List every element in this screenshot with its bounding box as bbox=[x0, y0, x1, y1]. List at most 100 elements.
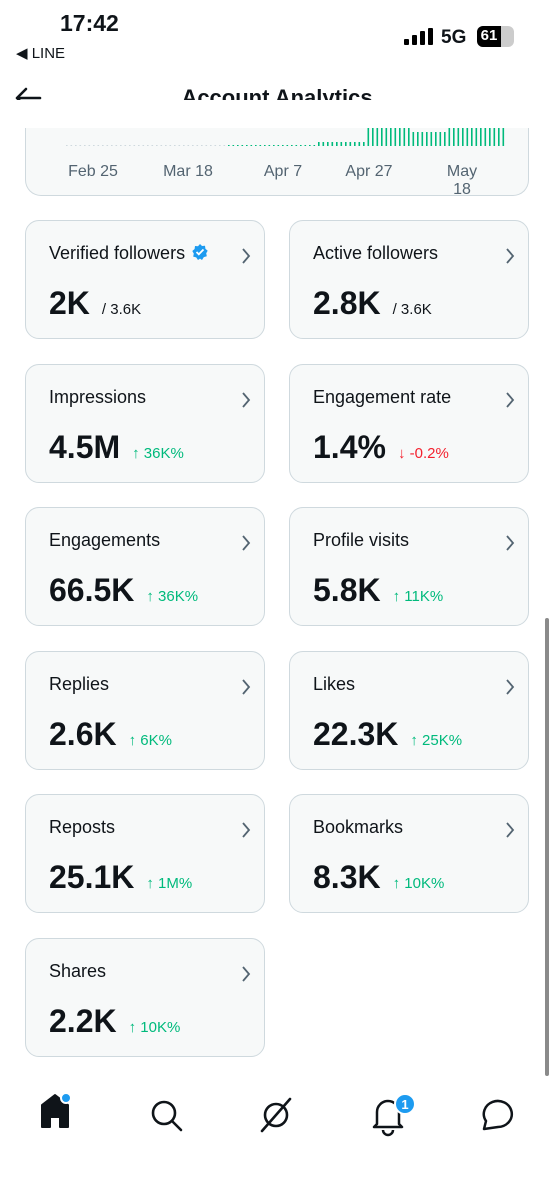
chart-bar bbox=[219, 145, 221, 146]
x-axis-label: Apr 27 bbox=[345, 163, 393, 180]
metric-card[interactable]: Reposts 25.1K ↑ 1M% bbox=[25, 794, 265, 914]
metric-value: 2.8K bbox=[313, 285, 381, 321]
chevron bbox=[242, 392, 251, 408]
metric-value: 2.2K bbox=[49, 1003, 117, 1039]
chart-bar bbox=[493, 128, 496, 146]
chart-bar bbox=[223, 145, 226, 146]
chart-bar bbox=[264, 145, 266, 146]
signal-icon bbox=[404, 28, 433, 45]
card-title: Replies bbox=[49, 673, 110, 694]
badge-check bbox=[195, 248, 205, 256]
chart-bar bbox=[97, 145, 100, 146]
bottom-nav: 1 bbox=[41, 1092, 514, 1137]
chart-bar bbox=[214, 145, 217, 146]
search-tab[interactable] bbox=[151, 1100, 183, 1132]
metric-total: / 3.6K bbox=[392, 301, 432, 318]
card-title: Impressions bbox=[49, 386, 147, 407]
card-value: 4.5M ↑ 36K% bbox=[49, 429, 184, 466]
chart-bar bbox=[282, 145, 284, 146]
chevron bbox=[242, 822, 251, 838]
metric-value: 66.5K bbox=[49, 572, 135, 609]
chart-bar bbox=[403, 128, 406, 146]
chevron-path bbox=[242, 535, 251, 551]
back-to-app[interactable]: ◀ LINE bbox=[16, 45, 66, 62]
chart-bar bbox=[376, 128, 379, 146]
card-title: Bookmarks bbox=[313, 817, 404, 838]
chevron-path bbox=[506, 248, 515, 264]
chart-bar bbox=[106, 145, 109, 146]
chart-bar bbox=[471, 128, 473, 146]
chart-bar bbox=[475, 128, 478, 146]
chart-bar bbox=[259, 145, 262, 146]
chart-bar bbox=[349, 142, 352, 146]
chart-bar bbox=[430, 132, 433, 146]
metric-card[interactable]: Replies 2.6K ↑ 6K% bbox=[25, 650, 265, 770]
chevron-path bbox=[242, 392, 251, 408]
chart-bar bbox=[444, 132, 446, 146]
chart-bar bbox=[502, 128, 505, 146]
battery: 61 bbox=[477, 26, 514, 47]
chart-bar bbox=[187, 145, 190, 146]
chart-bar bbox=[165, 145, 167, 146]
metric-value: 22.3K bbox=[313, 715, 399, 752]
chart-bar bbox=[277, 145, 280, 146]
chart-bar bbox=[372, 128, 374, 146]
messages-tab[interactable] bbox=[482, 1099, 514, 1131]
metric-card[interactable]: Shares 2.2K ↑ 10K% bbox=[25, 938, 265, 1057]
card-title: Reposts bbox=[49, 817, 116, 838]
metric-change: ↓ -0.2% bbox=[397, 444, 449, 462]
chart-bar bbox=[178, 145, 181, 146]
chart-bar bbox=[255, 145, 257, 146]
chart-bar bbox=[453, 128, 455, 146]
card-value: 8.3K ↑ 10K% bbox=[313, 859, 444, 896]
metric-change: ↑ 10K% bbox=[128, 1019, 181, 1036]
chart-bars bbox=[66, 128, 505, 146]
card-value: 2.2K ↑ 10K% bbox=[49, 1003, 180, 1040]
card-title: Likes bbox=[313, 673, 356, 694]
chevron-path bbox=[506, 392, 515, 408]
scrollbar bbox=[545, 618, 549, 1076]
chart-bar bbox=[448, 128, 451, 146]
metric-card[interactable]: Engagement rate 1.4% ↓ -0.2% bbox=[289, 363, 529, 483]
chart-bar bbox=[417, 132, 419, 146]
chart-bar bbox=[93, 145, 95, 146]
metric-card[interactable]: Active followers 2.8K / 3.6K bbox=[289, 220, 529, 339]
chart-bar bbox=[345, 142, 347, 146]
notifications-tab[interactable] bbox=[372, 1093, 416, 1137]
chevron bbox=[242, 679, 251, 695]
chart-bar bbox=[309, 145, 311, 146]
chevron bbox=[506, 392, 515, 408]
chart-bar bbox=[498, 128, 500, 146]
chart-bar bbox=[129, 145, 131, 146]
metric-card[interactable]: Likes 22.3K ↑ 25K% bbox=[289, 650, 529, 770]
chart-bar bbox=[138, 145, 140, 146]
chart-bar bbox=[79, 145, 82, 146]
chevron bbox=[506, 248, 515, 264]
chevron bbox=[506, 822, 515, 838]
metric-change: ↑ 6K% bbox=[128, 731, 172, 749]
metric-card[interactable]: Profile visits 5.8K ↑ 11K% bbox=[289, 507, 529, 627]
grok-tab[interactable] bbox=[260, 1097, 292, 1133]
card-value: 66.5K ↑ 36K% bbox=[49, 572, 198, 609]
chart-bar bbox=[322, 142, 325, 146]
verified-badge bbox=[192, 244, 208, 260]
metric-card[interactable]: Bookmarks 8.3K ↑ 10K% bbox=[289, 794, 529, 914]
chart-bar bbox=[201, 145, 203, 146]
chart-bar bbox=[250, 145, 253, 146]
chevron-path bbox=[242, 679, 251, 695]
metric-value: 2K bbox=[49, 285, 90, 321]
chart-bar bbox=[358, 142, 361, 146]
chart-bar bbox=[381, 128, 383, 146]
chevron-path bbox=[242, 248, 251, 264]
metric-card[interactable]: Impressions 4.5M ↑ 36K% bbox=[25, 363, 265, 483]
card-value: 2.6K ↑ 6K% bbox=[49, 716, 172, 753]
metric-card[interactable]: Verified followers 2K / 3.6K bbox=[25, 220, 265, 339]
chart-bar bbox=[111, 145, 113, 146]
card-value: 2K / 3.6K bbox=[49, 285, 141, 322]
chart-bar bbox=[273, 145, 275, 146]
chart-bar bbox=[300, 145, 302, 146]
metric-card[interactable]: Engagements 66.5K ↑ 36K% bbox=[25, 507, 265, 627]
chart-bar bbox=[84, 145, 86, 146]
chart-bar bbox=[367, 128, 370, 146]
home-tab[interactable] bbox=[41, 1092, 72, 1128]
